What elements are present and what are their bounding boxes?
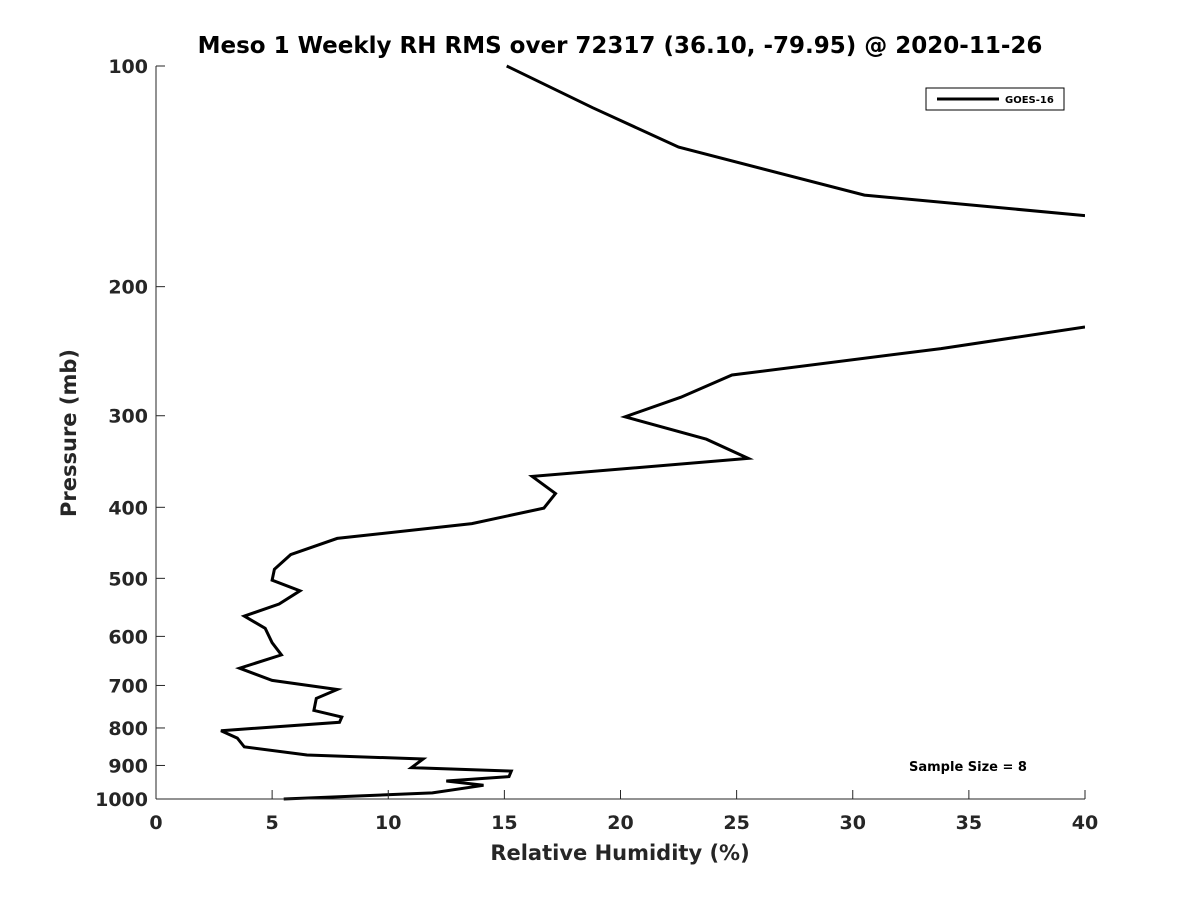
- y-tick-label: 1000: [95, 789, 148, 811]
- series-line-goes-16-segment-0: [506, 64, 1085, 218]
- x-tick-label: 0: [149, 812, 162, 834]
- y-tick-label: 200: [108, 277, 148, 299]
- x-tick-label: 30: [840, 812, 866, 834]
- y-tick-label: 500: [108, 568, 148, 590]
- y-tick-label: 400: [108, 497, 148, 519]
- x-axis-label: Relative Humidity (%): [490, 841, 749, 865]
- y-tick-label: 800: [108, 718, 148, 740]
- legend: GOES-16: [925, 87, 1065, 111]
- chart-title: Meso 1 Weekly RH RMS over 72317 (36.10, …: [198, 33, 1043, 59]
- x-tick-label: 25: [723, 812, 749, 834]
- x-axis: 0 5 10 15 20 25 30 35 40: [149, 790, 1098, 834]
- y-tick-label: 700: [108, 675, 148, 697]
- y-axis: 100 200 300 400 500 600 700 800 900 1000: [95, 56, 165, 811]
- series-layer: [220, 64, 1085, 801]
- x-tick-label: 35: [956, 812, 982, 834]
- series-line-goes-16-segment-1: [220, 325, 1085, 801]
- x-tick-label: 10: [375, 812, 401, 834]
- y-tick-label: 900: [108, 755, 148, 777]
- x-tick-label: 40: [1072, 812, 1098, 834]
- y-tick-label: 300: [108, 406, 148, 428]
- y-tick-label: 600: [108, 626, 148, 648]
- x-tick-label: 5: [266, 812, 279, 834]
- x-tick-label: 15: [491, 812, 517, 834]
- y-tick-label: 100: [108, 56, 148, 78]
- y-axis-label: Pressure (mb): [57, 349, 81, 517]
- sample-size-annotation: Sample Size = 8: [909, 760, 1027, 775]
- legend-label: GOES-16: [1005, 95, 1054, 106]
- x-tick-label: 20: [607, 812, 633, 834]
